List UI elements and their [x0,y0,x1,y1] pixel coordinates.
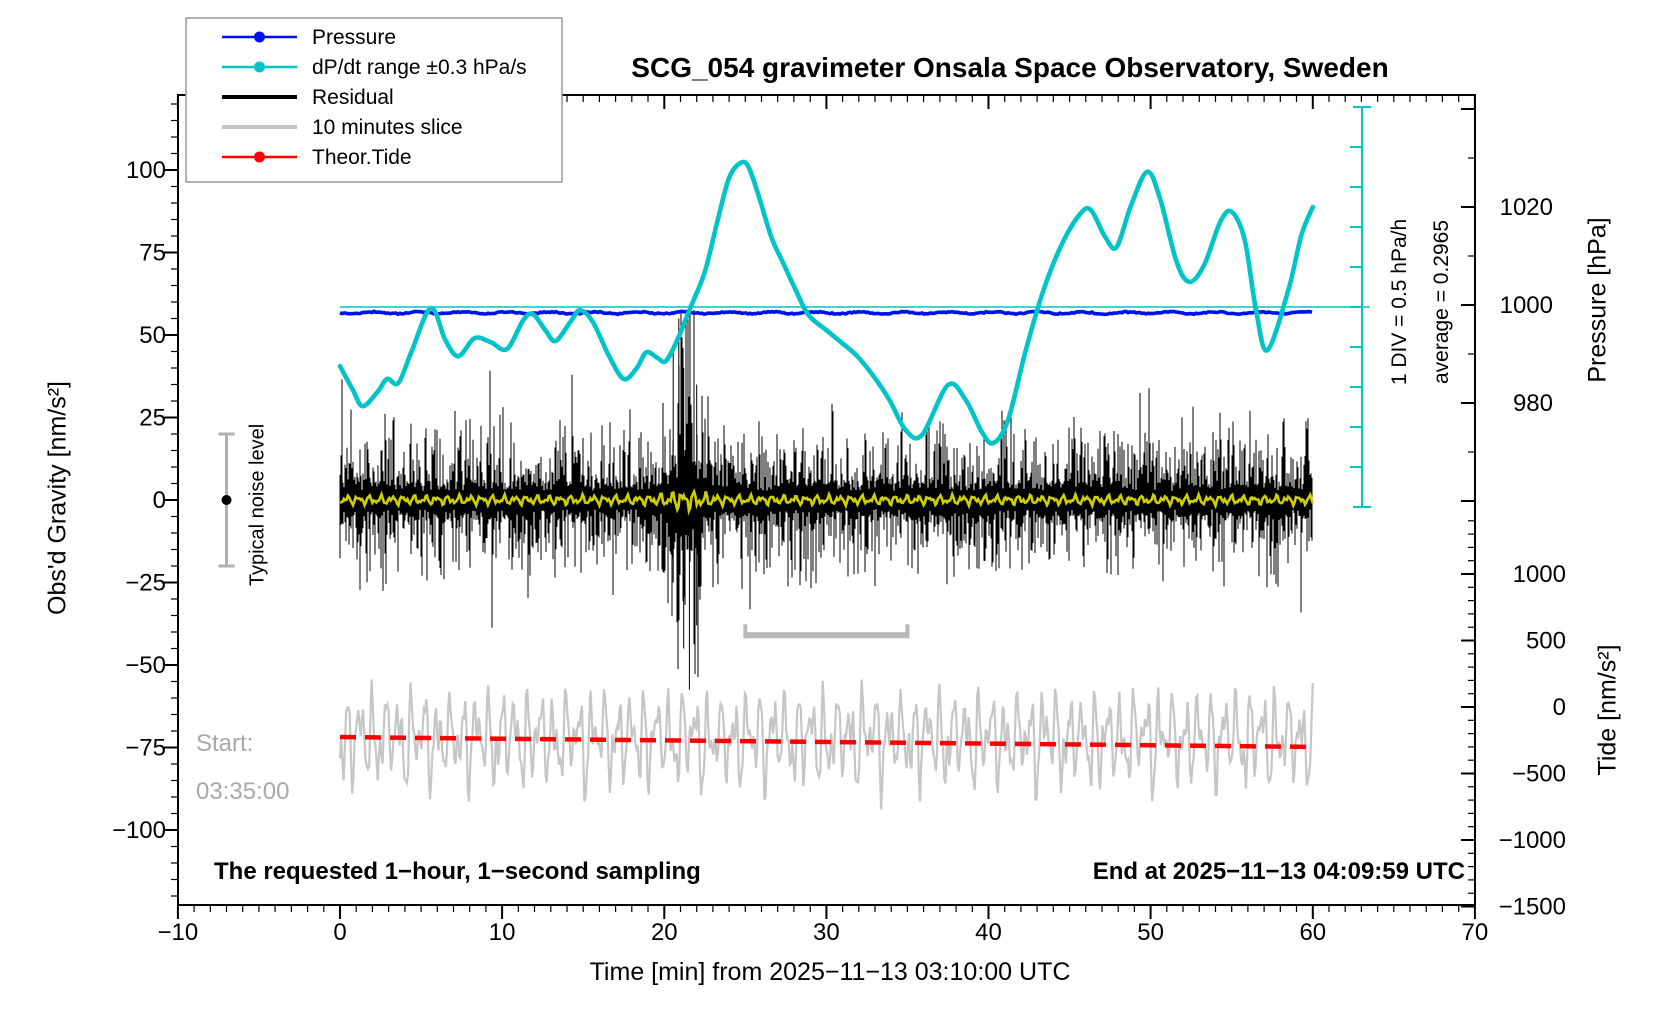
legend-marker-dot [254,151,265,163]
gravity-tick-label: −100 [112,817,166,844]
legend-item: dP/dt range ±0.3 hPa/s [222,56,527,79]
noise-errorbar [218,432,235,568]
x-tick-label: 50 [1137,919,1164,946]
legend-label: Residual [312,86,394,109]
x-tick-label: 70 [1462,919,1489,946]
tide-tick-label: −1000 [1499,827,1566,854]
legend-item: 10 minutes slice [222,116,463,139]
legend-item: Pressure [222,26,396,49]
legend-marker-dot [254,61,265,73]
gravity-axis-ticks: −100 −75 −50 −25 0 25 50 75 100 [112,103,178,897]
residual-smoothed-series [339,487,1314,516]
pressure-axis-ticks: 980 1000 1020 [1461,108,1553,502]
x-tick-label: 40 [975,919,1002,946]
gravity-tick-label: −50 [125,652,166,679]
residual-series [339,310,1313,690]
legend-label: Theor.Tide [312,146,412,169]
legend-item: Residual [222,86,394,109]
tide-series [339,734,1313,750]
legend-label: 10 minutes slice [312,116,463,139]
tide-axis-ticks: −1500 −1000 −500 0 500 1000 [1461,520,1566,921]
slice-bracket [743,624,910,639]
pressure-tick-label: 1020 [1500,194,1553,221]
x-tick-label: 10 [489,919,516,946]
tide-tick-label: 1000 [1513,561,1566,588]
gravity-tick-label: 50 [139,322,166,349]
x-tick-label: 0 [333,919,346,946]
gravity-tick-label: −25 [125,570,166,597]
x-tick-label: 60 [1299,919,1326,946]
tide-tick-label: −500 [1512,761,1566,788]
legend-label: dP/dt range ±0.3 hPa/s [312,56,527,79]
tide-tick-label: 0 [1553,694,1566,721]
tide-tick-label: −1500 [1499,894,1566,921]
gravity-tick-label: 0 [153,487,166,514]
x-tick-label: −10 [158,919,199,946]
legend-marker-dot [254,31,265,43]
x-tick-label: 30 [813,919,840,946]
x-tick-label: 20 [651,919,678,946]
pressure-series [339,309,1313,317]
gravity-tick-label: 75 [139,240,166,267]
dpdt-ruler [1350,106,1371,508]
gravity-tick-label: −75 [125,735,166,762]
legend-label: Pressure [312,26,396,49]
gravity-tick-label: 100 [126,157,166,184]
x-axis-ticks: −10 0 10 20 30 40 50 60 70 [158,95,1489,946]
pressure-tick-label: 1000 [1500,292,1553,319]
dpdt-series [337,159,1316,446]
tide-tick-label: 500 [1526,628,1566,655]
pressure-tick-label: 980 [1513,390,1553,417]
gravity-tick-label: 25 [139,405,166,432]
legend: Pressure dP/dt range ±0.3 hPa/s Residual 10… [185,17,563,183]
legend-item: Theor.Tide [222,146,412,169]
